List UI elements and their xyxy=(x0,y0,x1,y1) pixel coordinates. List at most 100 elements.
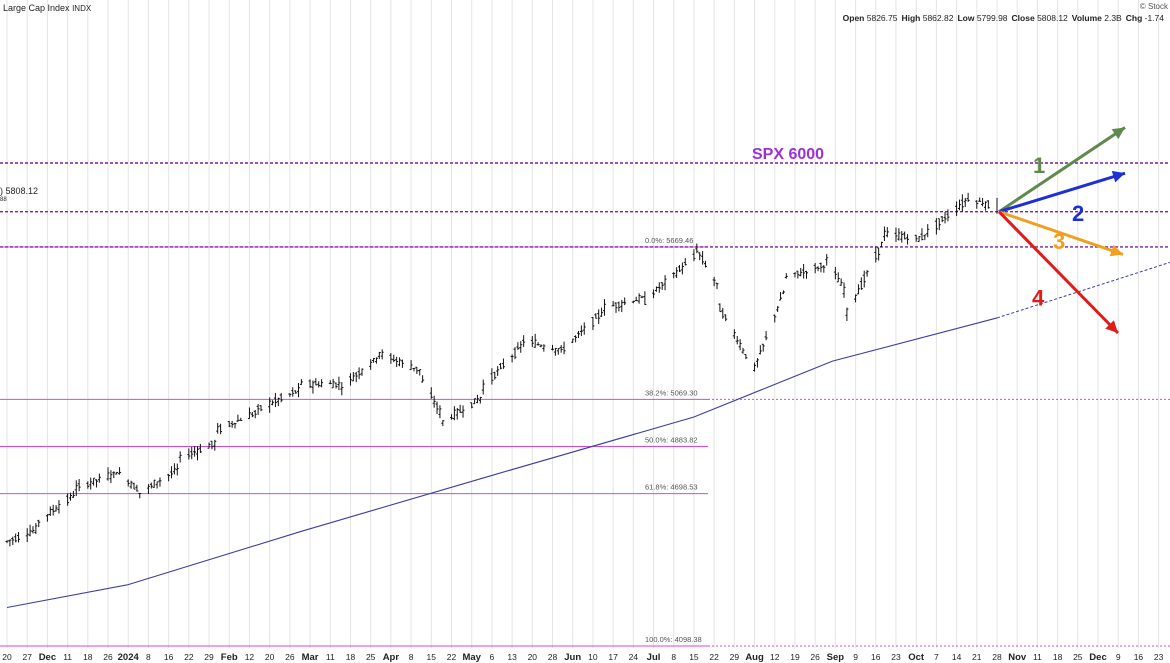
ohlc-label: High xyxy=(901,13,923,23)
x-tick-label: 16 xyxy=(871,652,881,662)
ohlc-volume: Volume 2.3B xyxy=(1072,13,1122,23)
ohlc-low: Low 5799.98 xyxy=(957,13,1007,23)
x-tick-label: 21 xyxy=(972,652,982,662)
ohlc-value: 2.3B xyxy=(1104,13,1122,23)
scenario-label-1: 1 xyxy=(1033,153,1045,178)
x-tick-label: 28 xyxy=(548,652,558,662)
x-tick-label: Aug xyxy=(745,652,764,663)
x-tick-label: May xyxy=(462,652,481,663)
x-tick-label: 17 xyxy=(608,652,618,662)
chart-title: Large Cap Index INDX xyxy=(3,3,91,13)
scenario-label-3: 3 xyxy=(1053,229,1065,254)
last-price-sub: 88 xyxy=(0,197,7,203)
x-tick-label: 29 xyxy=(730,652,740,662)
x-tick-label: 27 xyxy=(22,652,32,662)
x-tick-label: 26 xyxy=(285,652,295,662)
x-tick-label: 18 xyxy=(83,652,93,662)
ohlc-label: Close xyxy=(1011,13,1038,23)
ohlc-value: 5826.75 xyxy=(866,13,898,23)
x-tick-label: Sep xyxy=(827,652,845,663)
ohlc-value: 5862.82 xyxy=(922,13,954,23)
scenario-arrow-2 xyxy=(998,171,1126,214)
x-tick-label: 11 xyxy=(1033,652,1042,662)
x-tick-label: 22 xyxy=(184,652,194,662)
x-tick-label: Feb xyxy=(221,652,238,663)
ohlc-label: Open xyxy=(842,13,867,23)
x-tick-label: 8 xyxy=(146,652,151,662)
scenario-arrowhead-3 xyxy=(1109,244,1123,257)
scenario-arrowhead-1 xyxy=(1111,127,1125,140)
x-tick-label: 20 xyxy=(265,652,275,662)
x-tick-label: 23 xyxy=(1154,652,1164,662)
x-tick-label: 8 xyxy=(409,652,414,662)
chart-title-text: Large Cap Index xyxy=(3,3,70,13)
x-tick-label: 10 xyxy=(588,652,598,662)
fib-label: 100.0%: 4098.38 xyxy=(645,635,702,644)
fib-label: 50.0%: 4883.82 xyxy=(645,436,698,445)
last-price-label: ) 5808.12 xyxy=(0,186,39,196)
scenario-arrowhead-2 xyxy=(1111,170,1125,183)
x-tick-label: 18 xyxy=(1053,652,1063,662)
x-tick-label: 14 xyxy=(952,652,962,662)
fib-label: 38.2%: 5069.30 xyxy=(645,388,698,397)
ohlc-close: Close 5808.12 xyxy=(1012,13,1068,23)
ohlc-label: Volume xyxy=(1071,13,1105,23)
x-tick-label: Oct xyxy=(908,652,925,663)
scenario-arrowhead-4 xyxy=(1105,320,1118,333)
x-tick-label: 15 xyxy=(689,652,699,662)
x-tick-label: 22 xyxy=(709,652,719,662)
x-tick-label: 6 xyxy=(490,652,495,662)
x-tick-label: 25 xyxy=(366,652,376,662)
x-tick-label: Nov xyxy=(1008,652,1027,663)
x-tick-label: 11 xyxy=(326,652,335,662)
x-tick-label: 23 xyxy=(891,652,901,662)
x-tick-label: 12 xyxy=(245,652,255,662)
ohlc-value: 5799.98 xyxy=(976,13,1008,23)
ohlc-value: -1.74 xyxy=(1144,13,1164,23)
x-tick-label: Dec xyxy=(39,652,56,663)
x-tick-label: 11 xyxy=(63,652,72,662)
ohlc-open: Open 5826.75 xyxy=(843,13,898,23)
x-tick-label: Apr xyxy=(383,652,400,663)
x-tick-label: 16 xyxy=(1134,652,1144,662)
x-tick-label: 2024 xyxy=(118,652,140,663)
x-tick-label: 16 xyxy=(164,652,174,662)
x-tick-label: Mar xyxy=(302,652,319,663)
moving-average-line xyxy=(6,317,998,609)
exchange-label: INDX xyxy=(72,4,92,13)
x-tick-label: 15 xyxy=(427,652,437,662)
x-tick-label: 9 xyxy=(853,652,858,662)
fib-label: 61.8%: 4698.53 xyxy=(645,483,698,492)
x-tick-label: Jun xyxy=(564,652,581,663)
x-tick-label: 24 xyxy=(629,652,639,662)
x-tick-label: Jul xyxy=(647,652,661,663)
x-tick-label: 22 xyxy=(447,652,457,662)
ohlc-value: 5808.12 xyxy=(1037,13,1068,23)
x-tick-label: Dec xyxy=(1089,652,1106,663)
moving-average-projection xyxy=(996,261,1170,319)
ohlc-high: High 5862.82 xyxy=(901,13,953,23)
ohlc-chg: Chg -1.74 xyxy=(1126,13,1164,23)
scenario-arrow-4 xyxy=(997,210,1120,335)
x-tick-label: 12 xyxy=(770,652,780,662)
x-tick-label: 13 xyxy=(507,652,517,662)
scenario-arrow-1 xyxy=(998,126,1126,213)
annotation-spx6000: SPX 6000 xyxy=(752,146,824,163)
x-tick-label: 25 xyxy=(1073,652,1083,662)
x-tick-label: 20 xyxy=(2,652,12,662)
scenario-label-4: 4 xyxy=(1032,286,1045,311)
scenario-arrow-3 xyxy=(998,210,1124,256)
x-tick-label: 28 xyxy=(992,652,1002,662)
x-tick-label: 8 xyxy=(671,652,676,662)
ohlc-readout: Open 5826.75 High 5862.82 Low 5799.98 Close… xyxy=(843,13,1168,23)
x-tick-label: 26 xyxy=(103,652,113,662)
x-tick-label: 7 xyxy=(934,652,939,662)
x-tick-label: 26 xyxy=(810,652,820,662)
x-tick-label: 19 xyxy=(790,652,800,662)
watermark: © Stock xyxy=(1139,2,1168,11)
scenario-label-2: 2 xyxy=(1072,201,1084,226)
x-tick-label: 18 xyxy=(346,652,356,662)
ohlc-label: Chg xyxy=(1125,13,1145,23)
